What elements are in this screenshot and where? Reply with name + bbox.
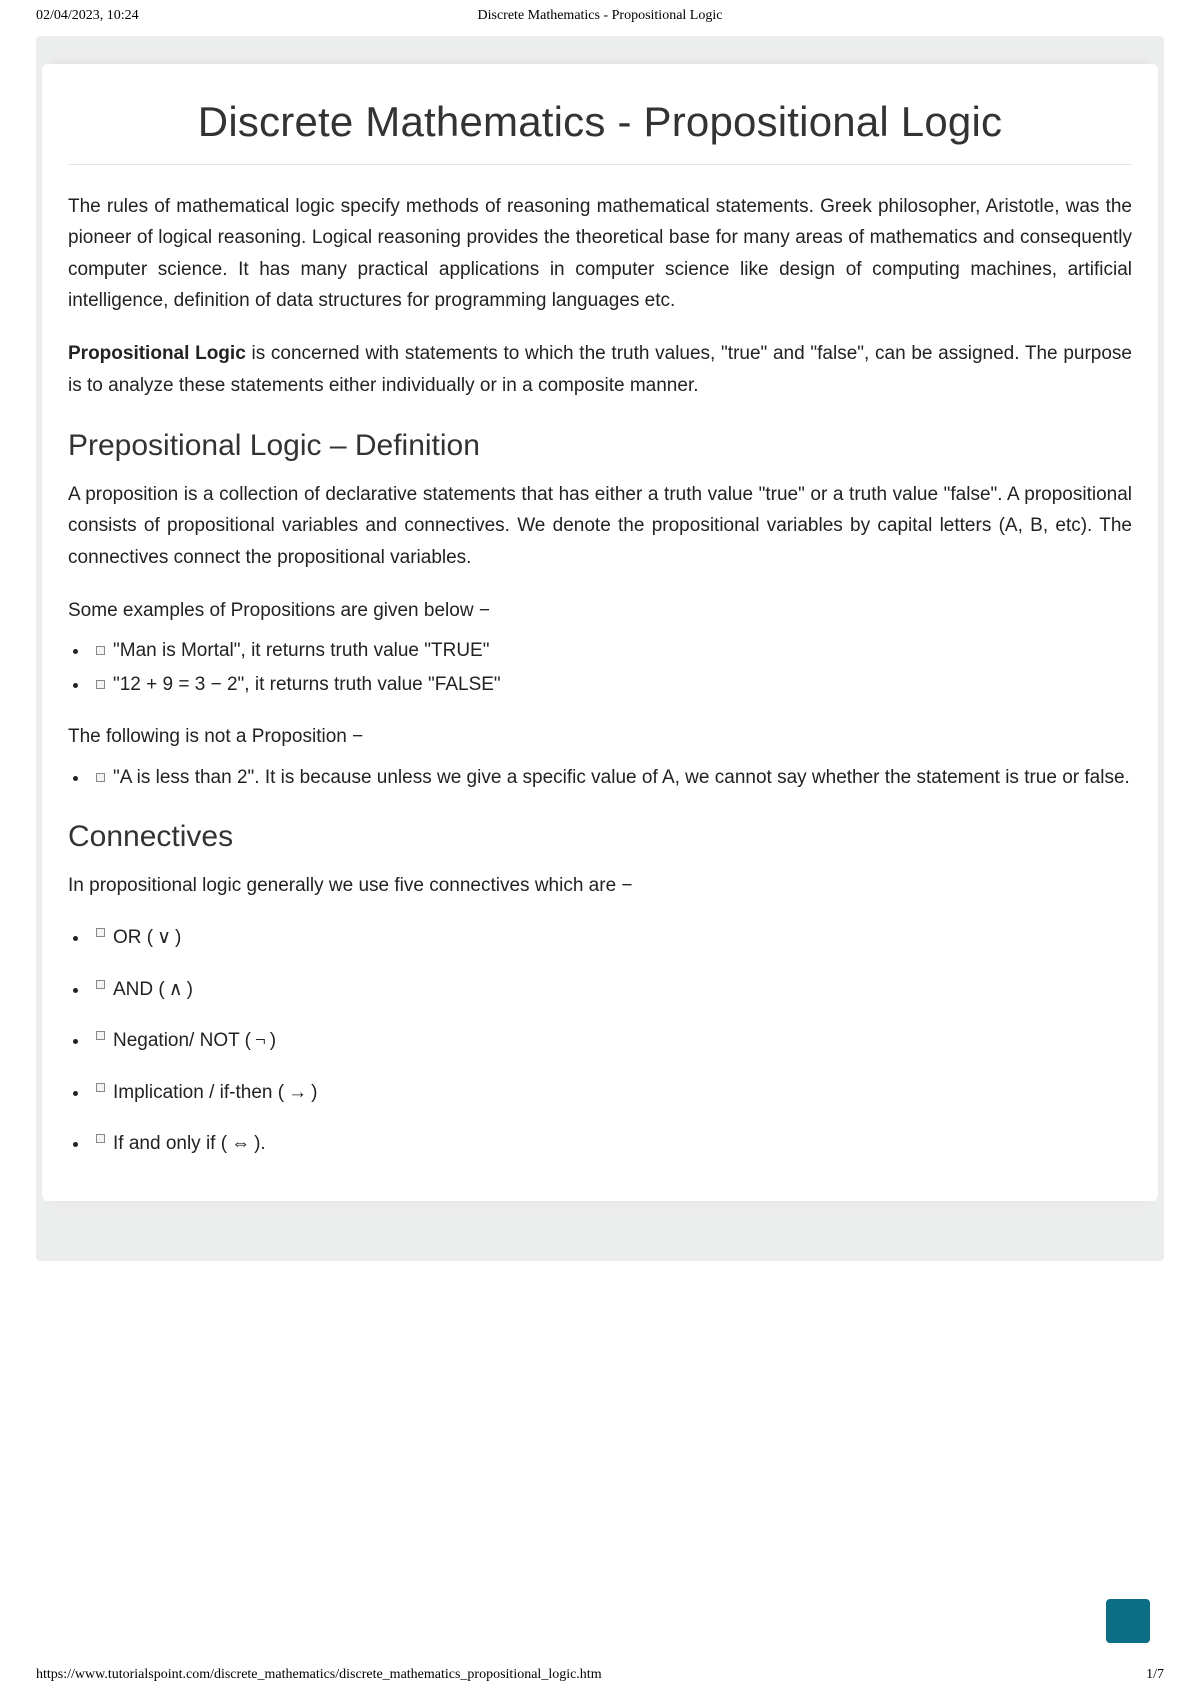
- page-title: Discrete Mathematics - Propositional Log…: [68, 64, 1132, 164]
- scroll-to-top-button[interactable]: [1106, 1599, 1150, 1643]
- section-heading-connectives: Connectives: [68, 820, 1132, 854]
- print-title: Discrete Mathematics - Propositional Log…: [0, 8, 1200, 24]
- title-rule: [68, 164, 1132, 165]
- box-icon: [96, 1083, 105, 1092]
- definition-paragraph: A proposition is a collection of declara…: [68, 479, 1132, 573]
- and-symbol: ∧: [165, 979, 187, 1000]
- intro-paragraph-2: Propositional Logic is concerned with st…: [68, 338, 1132, 401]
- footer-url: https://www.tutorialspoint.com/discrete_…: [36, 1667, 602, 1683]
- intro-paragraph-1: The rules of mathematical logic specify …: [68, 191, 1132, 316]
- nonexample-lead: The following is not a Proposition −: [68, 721, 1132, 752]
- list-item: Negation/ NOT (¬): [90, 1026, 1132, 1055]
- implies-symbol: →: [284, 1082, 311, 1103]
- connective-label: If and only if: [113, 1133, 215, 1154]
- print-footer: https://www.tutorialspoint.com/discrete_…: [36, 1667, 1164, 1683]
- list-item: "Man is Mortal", it returns truth value …: [90, 636, 1132, 665]
- example-text: "Man is Mortal", it returns truth value …: [113, 640, 489, 661]
- connectives-list: OR (∨) AND (∧) Negation/ NOT (¬) Implica…: [68, 923, 1132, 1158]
- box-icon: [96, 1031, 105, 1040]
- print-header: 02/04/2023, 10:24 Discrete Mathematics -…: [0, 0, 1200, 30]
- examples-lead: Some examples of Propositions are given …: [68, 595, 1132, 626]
- list-item: AND (∧): [90, 975, 1132, 1004]
- connectives-lead: In propositional logic generally we use …: [68, 870, 1132, 901]
- box-icon: [96, 646, 105, 655]
- list-item: If and only if (⇔).: [90, 1129, 1132, 1158]
- page-background: Discrete Mathematics - Propositional Log…: [36, 36, 1164, 1261]
- connective-label: Implication / if-then: [113, 1082, 272, 1103]
- examples-list: "Man is Mortal", it returns truth value …: [68, 636, 1132, 699]
- connective-label: OR: [113, 927, 142, 948]
- iff-symbol: ⇔: [227, 1133, 254, 1154]
- connective-label: Negation/ NOT: [113, 1030, 239, 1051]
- box-icon: [96, 980, 105, 989]
- list-item: "A is less than 2". It is because unless…: [90, 763, 1132, 792]
- content-card: Discrete Mathematics - Propositional Log…: [42, 64, 1158, 1201]
- example-text: "12 + 9 = 3 − 2", it returns truth value…: [113, 674, 501, 695]
- nonexample-list: "A is less than 2". It is because unless…: [68, 763, 1132, 792]
- list-item: "12 + 9 = 3 − 2", it returns truth value…: [90, 670, 1132, 699]
- intro-strong: Propositional Logic: [68, 343, 246, 364]
- list-item: OR (∨): [90, 923, 1132, 952]
- box-icon: [96, 680, 105, 689]
- list-item: Implication / if-then (→): [90, 1078, 1132, 1107]
- or-symbol: ∨: [153, 927, 175, 948]
- box-icon: [96, 928, 105, 937]
- page-indicator: 1/7: [1146, 1667, 1164, 1683]
- not-symbol: ¬: [251, 1030, 270, 1051]
- connective-label: AND: [113, 979, 153, 1000]
- box-icon: [96, 773, 105, 782]
- box-icon: [96, 1134, 105, 1143]
- section-heading-definition: Prepositional Logic – Definition: [68, 429, 1132, 463]
- nonexample-text: "A is less than 2". It is because unless…: [113, 767, 1130, 788]
